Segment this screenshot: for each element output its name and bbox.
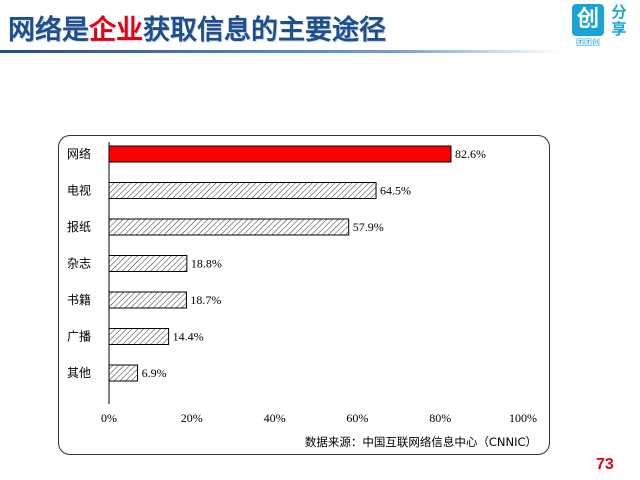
bar-chart: 网络 82.6% 电视 64.5% 报纸 57.9% 杂志 18.8% 书籍 18.7% 广播 14.… bbox=[67, 142, 537, 449]
value-label-4: 18.7% bbox=[190, 293, 221, 307]
value-label-0: 82.6% bbox=[455, 147, 486, 161]
bar-2 bbox=[108, 218, 350, 236]
brand-logo: 创 分享 团团创 bbox=[572, 4, 636, 48]
category-label-5: 广播 bbox=[67, 330, 91, 344]
value-label-3: 18.8% bbox=[191, 257, 222, 271]
value-label-6: 6.9% bbox=[142, 366, 167, 380]
category-label-1: 电视 bbox=[67, 183, 91, 198]
bar-6 bbox=[108, 364, 139, 382]
bar-5 bbox=[108, 328, 170, 345]
bar-1 bbox=[108, 182, 377, 199]
category-label-2: 报纸 bbox=[67, 219, 91, 234]
x-tick-label-1: 20% bbox=[181, 411, 203, 425]
value-label-5: 14.4% bbox=[173, 330, 204, 344]
title-highlight: 企业 bbox=[89, 15, 143, 46]
chart-frame: 网络 82.6% 电视 64.5% 报纸 57.9% 杂志 18.8% 书籍 18.7% 广播 14.… bbox=[58, 135, 550, 455]
x-tick-label-0: 0% bbox=[101, 411, 117, 425]
x-tick-label-5: 100% bbox=[509, 411, 537, 425]
x-tick-label-4: 80% bbox=[429, 411, 451, 425]
logo-mark: 创 bbox=[572, 4, 604, 36]
logo-side-text: 分享 bbox=[611, 3, 627, 38]
chart-marks: 网络 82.6% 电视 64.5% 报纸 57.9% 杂志 18.8% 书籍 18.7% 广播 14.… bbox=[67, 142, 537, 425]
bar-0 bbox=[108, 145, 452, 163]
category-label-6: 其他 bbox=[67, 366, 91, 380]
page-title: 网络是企业获取信息的主要途径 bbox=[8, 14, 386, 48]
category-label-0: 网络 bbox=[67, 146, 91, 161]
bar-4 bbox=[108, 291, 187, 309]
title-part-2: 获取信息的主要途径 bbox=[143, 15, 386, 46]
page-number: 73 bbox=[596, 456, 614, 473]
logo-subtext: 团团创 bbox=[576, 38, 600, 47]
category-label-3: 杂志 bbox=[67, 257, 91, 271]
category-label-4: 书籍 bbox=[67, 292, 91, 307]
title-part-1: 网络是 bbox=[8, 15, 89, 46]
title-underline bbox=[0, 50, 560, 53]
value-label-1: 64.5% bbox=[380, 184, 411, 198]
x-tick-label-2: 40% bbox=[264, 411, 286, 425]
bar-3 bbox=[108, 255, 188, 272]
x-tick-label-3: 60% bbox=[346, 411, 368, 425]
value-label-2: 57.9% bbox=[353, 220, 384, 234]
chart-source: 数据来源：中国互联网络信息中心（CNNIC） bbox=[305, 435, 537, 449]
